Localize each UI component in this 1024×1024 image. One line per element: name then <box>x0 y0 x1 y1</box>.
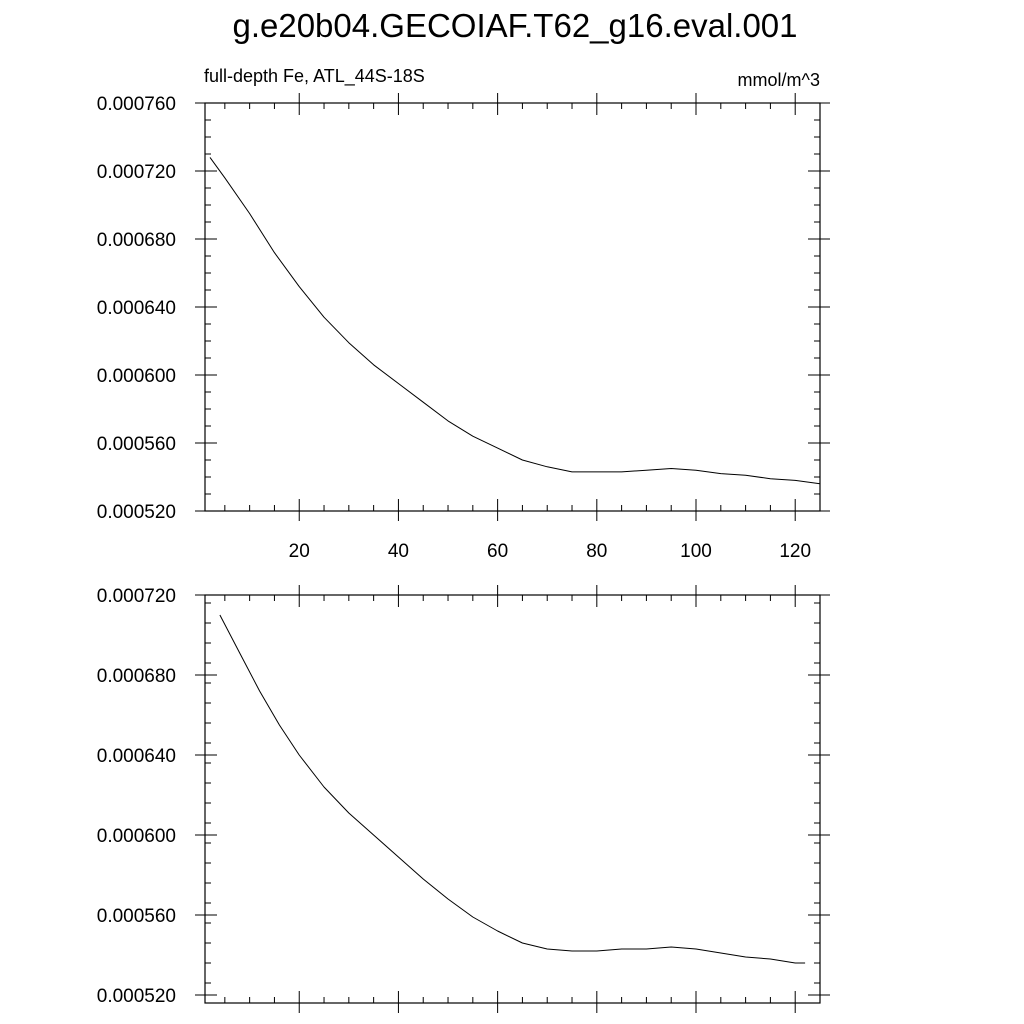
x-tick-label: 20 <box>289 541 310 562</box>
y-tick-label: 0.000720 <box>97 586 176 607</box>
plot-frame <box>204 102 821 512</box>
y-tick-label: 0.000560 <box>97 906 176 927</box>
y-tick-label: 0.000760 <box>97 94 176 115</box>
x-tick-label: 40 <box>388 541 409 562</box>
y-tick-label: 0.000600 <box>97 366 176 387</box>
series-line-1 <box>209 157 821 485</box>
x-tick-label: 120 <box>779 541 811 562</box>
y-tick-label: 0.000600 <box>97 826 176 847</box>
y-tick-label: 0.000520 <box>97 502 176 523</box>
y-tick-label: 0.000640 <box>97 746 176 767</box>
y-tick-label: 0.000560 <box>97 434 176 455</box>
series-line-1 <box>219 614 806 964</box>
x-tick-label: 100 <box>680 541 712 562</box>
page-title: g.e20b04.GECOIAF.T62_g16.eval.001 <box>232 7 798 44</box>
chart-panel-2: 0.000520 0.000560 0.000600 0.000640 0.000680… <box>97 585 830 1013</box>
chart-units-label: mmol/m^3 <box>737 70 820 90</box>
y-tick-label: 0.000640 <box>97 298 176 319</box>
y-tick-label: 0.000680 <box>97 230 176 251</box>
x-tick-label: 80 <box>586 541 607 562</box>
y-tick-label: 0.000520 <box>97 986 176 1007</box>
x-tick-label: 60 <box>487 541 508 562</box>
chart-panel-1: 20 40 60 80 100 120 0.000520 0.000560 0.000600 0.… <box>97 93 830 562</box>
chart-subtitle-left: full-depth Fe, ATL_44S-18S <box>204 66 425 86</box>
y-tick-label: 0.000720 <box>97 162 176 183</box>
y-tick-label: 0.000680 <box>97 666 176 687</box>
plot-frame <box>204 594 821 1004</box>
